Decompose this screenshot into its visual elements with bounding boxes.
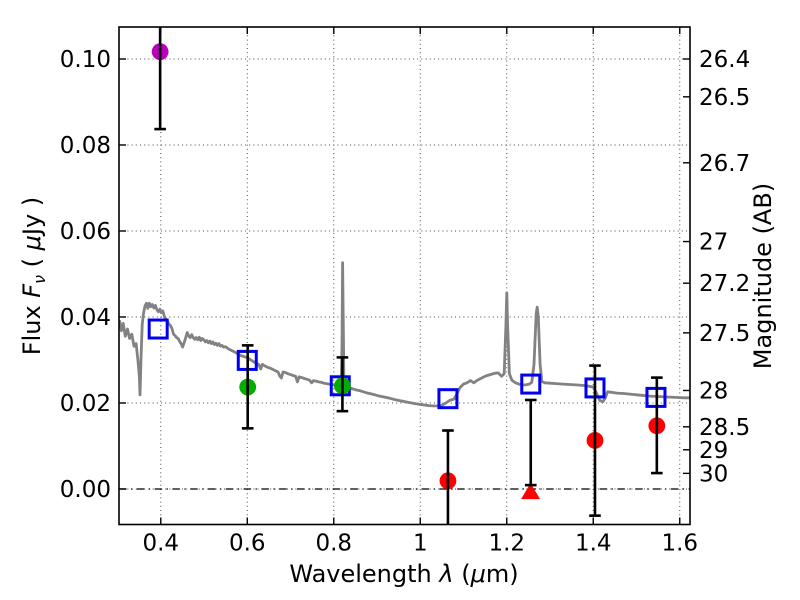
y-tick-label-left: 0.04 [60, 305, 111, 331]
marker-open-square [437, 388, 459, 410]
data-layer [119, 27, 690, 525]
y-tick-label-left: 0.00 [60, 477, 111, 503]
error-bars [154, 27, 663, 525]
y-tick-label-left: 0.10 [60, 47, 111, 73]
x-tick-label: 1 [413, 531, 428, 557]
y-tick-label-right: 28 [699, 378, 728, 404]
y-tick-label-right: 27.2 [699, 271, 750, 297]
y-tick-label-right: 26.5 [699, 85, 750, 111]
gridlines [119, 27, 690, 525]
x-tick-label: 0.8 [315, 531, 352, 557]
x-tick-label: 1.6 [661, 531, 698, 557]
axes-frame [118, 26, 691, 526]
marker-open-square [147, 318, 169, 340]
photometry-markers [147, 43, 667, 500]
marker-open-square [520, 373, 542, 395]
y-tick-label-right: 30 [699, 461, 728, 487]
y-tick-label-left: 0.06 [60, 219, 111, 245]
x-tick-label: 1.4 [575, 531, 612, 557]
y-tick-label-right: 27.5 [699, 321, 750, 347]
x-tick-label: 1.2 [488, 531, 525, 557]
model-spectrum-line [119, 261, 690, 408]
x-tick-label: 0.6 [229, 531, 266, 557]
y-axis-label-right: Magnitude (AB) [749, 183, 777, 369]
y-tick-label-left: 0.08 [60, 133, 111, 159]
y-tick-label-right: 26.4 [699, 47, 750, 73]
x-tick-label: 0.4 [142, 531, 179, 557]
y-axis-label-left: Flux Fν ( μJy ) [18, 197, 49, 355]
y-tick-label-right: 28.5 [699, 415, 750, 441]
y-tick-label-right: 29 [699, 438, 728, 464]
axis-ticks [119, 27, 690, 525]
y-tick-label-right: 26.7 [699, 151, 750, 177]
y-tick-label-right: 27 [699, 230, 728, 256]
marker-upper-limit-triangle [521, 483, 541, 500]
x-axis-label: Wavelength λ (μm) [289, 560, 518, 588]
y-tick-label-left: 0.02 [60, 391, 111, 417]
